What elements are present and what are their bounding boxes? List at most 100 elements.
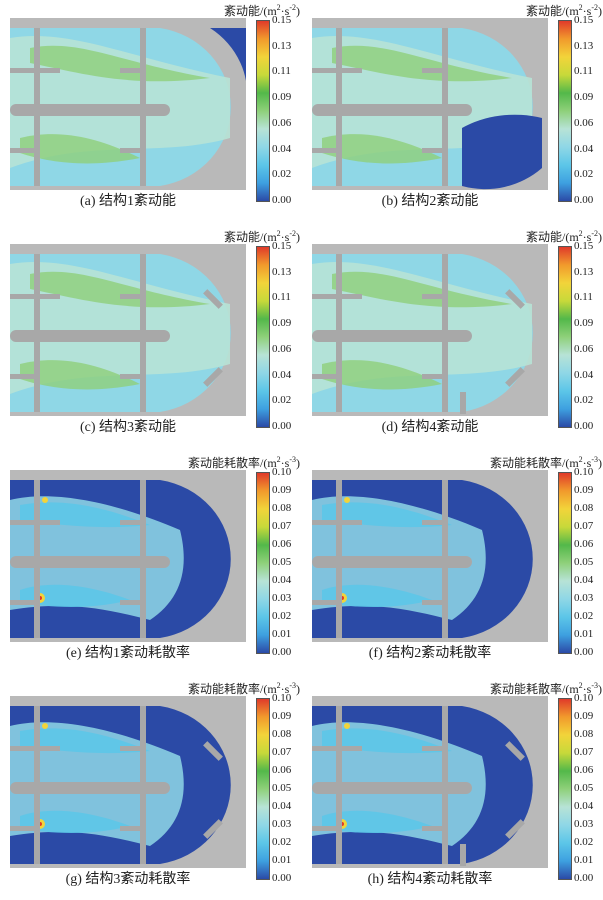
colorbar-tick-label: 0.06 (272, 342, 292, 355)
colorbar-tick-label: 0.03 (272, 592, 292, 604)
colorbar-tick-label: 0.06 (574, 764, 594, 776)
colorbar-tick-label: 0.00 (272, 646, 292, 658)
colorbar-tick-label: 0.02 (574, 168, 594, 181)
colorbar-tick-label: 0.00 (574, 420, 594, 432)
colorbar-tick-label: 0.09 (272, 91, 292, 104)
colorbar-tick-label: 0.09 (272, 484, 292, 496)
colorbar-tick-label: 0.09 (574, 710, 594, 722)
colorbar-unit-title: 紊动能耗散率/(m2·s-3) (187, 681, 300, 696)
colorbar-unit-title: 紊动能/(m2·s-2) (223, 3, 300, 18)
figure-panel: 紊动能耗散率/(m2·s-3) 0.10 0.09 0.08 0.07 0.06 0.05 0… (0, 678, 300, 900)
colorbar-tick-label: 0.04 (272, 574, 292, 586)
colorbar-tick-label: 0.00 (272, 194, 292, 206)
colorbar-tick-label: 0.00 (272, 872, 292, 884)
figure-panel: 紊动能耗散率/(m2·s-3) 0.10 0.09 0.08 0.07 0.06 0.05 0… (302, 452, 602, 674)
colorbar-tick-label: 0.02 (574, 610, 594, 622)
colorbar-tick-label: 0.07 (574, 746, 594, 758)
colorbar-tick-label: 0.15 (574, 14, 594, 26)
colorbar-tick-label: 0.07 (272, 520, 292, 532)
colorbar (256, 698, 270, 880)
colorbar-tick-label: 0.04 (574, 800, 594, 812)
colorbar-tick-label: 0.00 (574, 646, 594, 658)
colorbar-tick-label: 0.02 (574, 836, 594, 848)
colorbar-tick-label: 0.10 (272, 466, 292, 478)
colorbar-tick-label: 0.04 (272, 142, 292, 155)
figure-panel: 紊动能/(m2·s-2) 0.15 0.13 0.11 0.09 0.06 0.04 0.02… (0, 0, 300, 222)
colorbar-tick-label: 0.15 (574, 240, 594, 252)
colorbar-tick-label: 0.02 (272, 168, 292, 181)
figure-panel: 紊动能/(m2·s-2) 0.15 0.13 0.11 0.09 0.06 0.04 0.02… (0, 226, 300, 448)
colorbar-tick-label: 0.11 (574, 65, 593, 78)
colorbar-tick-label: 0.07 (272, 746, 292, 758)
colorbar-tick-label: 0.09 (574, 91, 594, 104)
colorbar-tick-label: 0.04 (574, 574, 594, 586)
colorbar-tick-label: 0.15 (272, 14, 292, 26)
colorbar-tick-label: 0.13 (272, 265, 292, 278)
colorbar-tick-label: 0.05 (272, 556, 292, 568)
panel-caption: (c) 结构3紊动能 (79, 420, 177, 435)
colorbar-tick-label: 0.06 (272, 764, 292, 776)
colorbar-tick-label: 0.10 (574, 466, 594, 478)
colorbar-tick-label: 0.10 (272, 692, 292, 704)
colorbar-tick-label: 0.08 (574, 728, 594, 740)
colorbar-tick-label: 0.06 (574, 116, 594, 129)
colorbar-tick-label: 0.01 (272, 628, 292, 640)
colorbar-tick-label: 0.15 (272, 240, 292, 252)
colorbar-unit-title: 紊动能耗散率/(m2·s-3) (489, 681, 602, 696)
figure-panel: 紊动能/(m2·s-2) 0.15 0.13 0.11 0.09 0.06 0.04 0.02… (302, 226, 602, 448)
colorbar-tick-label: 0.13 (574, 265, 594, 278)
colorbar-tick-label: 0.02 (272, 394, 292, 407)
colorbar-tick-label: 0.06 (272, 538, 292, 550)
colorbar-tick-label: 0.09 (272, 317, 292, 330)
colorbar-tick-label: 0.05 (272, 782, 292, 794)
colorbar (256, 20, 270, 202)
colorbar-tick-label: 0.06 (272, 116, 292, 129)
colorbar-tick-label: 0.05 (574, 556, 594, 568)
colorbar-tick-label: 0.04 (574, 142, 594, 155)
contour-plot (312, 18, 548, 190)
panel-caption: (g) 结构3紊动耗散率 (65, 872, 191, 887)
colorbar-tick-label: 0.09 (574, 317, 594, 330)
colorbar-tick-label: 0.02 (574, 394, 594, 407)
colorbar-tick-label: 0.11 (272, 65, 291, 78)
colorbar-tick-label: 0.04 (574, 368, 594, 381)
colorbar-tick-label: 0.04 (272, 800, 292, 812)
colorbar-tick-label: 0.03 (272, 818, 292, 830)
colorbar-tick-label: 0.00 (574, 872, 594, 884)
colorbar-tick-label: 0.00 (574, 194, 594, 206)
colorbar-tick-label: 0.02 (272, 836, 292, 848)
panel-caption: (b) 结构2紊动能 (381, 194, 479, 209)
colorbar-unit-title: 紊动能/(m2·s-2) (525, 229, 602, 244)
colorbar-tick-label: 0.04 (272, 368, 292, 381)
panel-caption: (e) 结构1紊动耗散率 (65, 646, 191, 661)
colorbar-tick-label: 0.07 (574, 520, 594, 532)
contour-plot (312, 470, 548, 642)
colorbar-tick-label: 0.08 (574, 502, 594, 514)
colorbar-tick-label: 0.11 (272, 291, 291, 304)
figure-panel: 紊动能/(m2·s-2) 0.15 0.13 0.11 0.09 0.06 0.04 0.02… (302, 0, 602, 222)
contour-plot (312, 696, 548, 868)
colorbar (558, 698, 572, 880)
contour-plot (312, 244, 548, 416)
colorbar-tick-label: 0.03 (574, 818, 594, 830)
colorbar-tick-label: 0.08 (272, 728, 292, 740)
colorbar-tick-label: 0.13 (272, 39, 292, 52)
colorbar-tick-label: 0.06 (574, 342, 594, 355)
colorbar-tick-label: 0.02 (272, 610, 292, 622)
panel-caption: (d) 结构4紊动能 (381, 420, 479, 435)
colorbar-tick-label: 0.13 (574, 39, 594, 52)
colorbar-tick-label: 0.11 (574, 291, 593, 304)
colorbar-tick-label: 0.01 (574, 854, 594, 866)
contour-plot (10, 470, 246, 642)
colorbar (558, 246, 572, 428)
colorbar-tick-label: 0.01 (272, 854, 292, 866)
colorbar-unit-title: 紊动能耗散率/(m2·s-3) (187, 455, 300, 470)
colorbar-tick-label: 0.09 (574, 484, 594, 496)
colorbar-tick-label: 0.01 (574, 628, 594, 640)
contour-plot (10, 696, 246, 868)
colorbar (256, 472, 270, 654)
panel-caption: (f) 结构2紊动耗散率 (368, 646, 492, 661)
colorbar-tick-label: 0.06 (574, 538, 594, 550)
colorbar-tick-label: 0.03 (574, 592, 594, 604)
contour-plot (10, 244, 246, 416)
